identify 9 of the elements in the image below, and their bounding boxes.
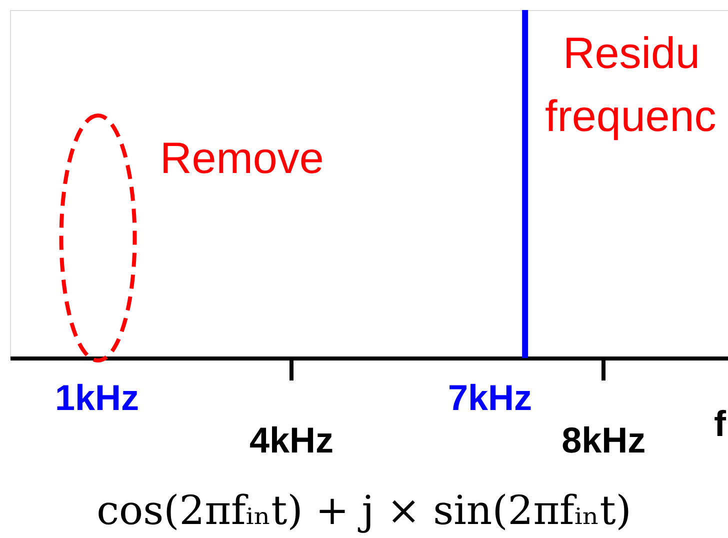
text: 1kHz: [54, 377, 140, 418]
x-tick-label: 8kHz: [562, 420, 646, 460]
annotation: Remove: [160, 134, 324, 183]
annotation: Residu: [563, 29, 700, 78]
x-tick-label: 4kHz: [249, 420, 334, 460]
annotation: frequenc: [545, 92, 716, 141]
text: cos(2πfᵢₙt) + j × sin(2πfᵢₙt): [96, 488, 632, 534]
x-axis-title: f: [714, 403, 727, 444]
text: 7kHz: [448, 377, 532, 418]
